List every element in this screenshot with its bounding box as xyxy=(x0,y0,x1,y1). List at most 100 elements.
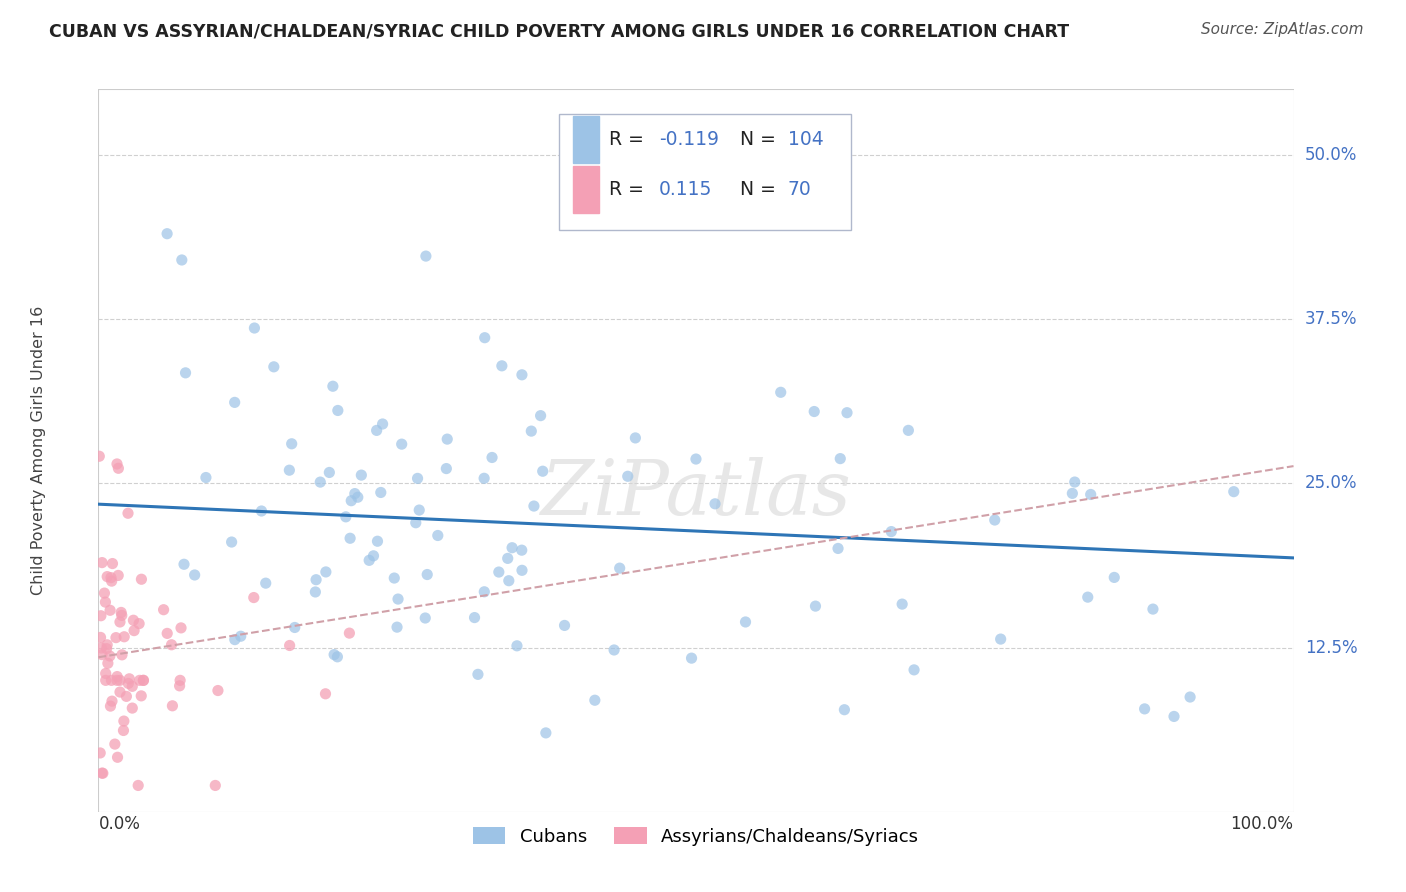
Point xyxy=(90,608,112,623)
Point xyxy=(554,618,576,632)
Point xyxy=(91,766,114,780)
Point xyxy=(387,592,409,607)
Point xyxy=(474,331,496,345)
Point xyxy=(278,639,301,653)
Text: CUBAN VS ASSYRIAN/CHALDEAN/SYRIAC CHILD POVERTY AMONG GIRLS UNDER 16 CORRELATION: CUBAN VS ASSYRIAN/CHALDEAN/SYRIAC CHILD … xyxy=(49,22,1070,40)
Text: N =: N = xyxy=(740,180,782,199)
Point xyxy=(391,437,413,451)
Point xyxy=(309,475,332,489)
Point xyxy=(408,503,430,517)
Point xyxy=(501,541,523,555)
Point xyxy=(112,714,135,728)
Point xyxy=(169,679,191,693)
Text: 0.115: 0.115 xyxy=(659,180,713,199)
Point xyxy=(207,683,229,698)
Point xyxy=(100,571,122,585)
Point xyxy=(685,452,707,467)
Point xyxy=(434,461,457,475)
Point xyxy=(1178,690,1201,704)
Point xyxy=(169,673,191,688)
Point xyxy=(96,638,118,652)
Point xyxy=(363,549,385,563)
Point xyxy=(174,366,197,380)
Point xyxy=(472,471,495,485)
Point xyxy=(112,630,135,644)
Point xyxy=(903,663,925,677)
Point xyxy=(121,679,143,693)
Point xyxy=(734,615,756,629)
Point xyxy=(156,227,179,241)
Point xyxy=(510,368,533,382)
Point xyxy=(681,651,703,665)
Point xyxy=(413,611,436,625)
Point xyxy=(1133,702,1156,716)
Point xyxy=(834,703,856,717)
Point xyxy=(366,423,388,437)
Point xyxy=(89,449,111,463)
Point xyxy=(129,689,152,703)
Point xyxy=(170,621,193,635)
Point xyxy=(194,470,217,484)
Point xyxy=(835,406,858,420)
Point xyxy=(510,543,533,558)
Point xyxy=(804,599,827,614)
Point xyxy=(97,657,120,671)
Point xyxy=(1142,602,1164,616)
Point xyxy=(115,690,138,704)
Text: 12.5%: 12.5% xyxy=(1305,639,1357,657)
Text: 25.0%: 25.0% xyxy=(1305,475,1357,492)
Point xyxy=(897,423,920,437)
Point xyxy=(94,673,117,688)
Point xyxy=(112,723,135,738)
Point xyxy=(90,631,112,645)
Point xyxy=(204,779,226,793)
Point xyxy=(122,624,145,638)
Text: 0.0%: 0.0% xyxy=(98,815,141,833)
Point xyxy=(984,513,1007,527)
Text: R =: R = xyxy=(609,180,650,199)
Point xyxy=(335,509,357,524)
Point xyxy=(350,468,373,483)
Point xyxy=(371,417,394,431)
Point xyxy=(1104,570,1126,584)
Point xyxy=(224,395,246,409)
Text: Child Poverty Among Girls Under 16: Child Poverty Among Girls Under 16 xyxy=(31,306,46,595)
Point xyxy=(110,606,132,620)
Text: -0.119: -0.119 xyxy=(659,130,718,149)
Point xyxy=(346,490,368,504)
Point xyxy=(96,569,118,583)
Point xyxy=(1223,484,1246,499)
Point xyxy=(340,493,363,508)
Point xyxy=(803,404,825,418)
Text: Source: ZipAtlas.com: Source: ZipAtlas.com xyxy=(1201,22,1364,37)
Point xyxy=(108,615,131,629)
Point xyxy=(100,673,122,688)
Point xyxy=(534,726,557,740)
Text: 100.0%: 100.0% xyxy=(1230,815,1294,833)
Point xyxy=(1077,590,1099,604)
Point xyxy=(162,698,184,713)
Point xyxy=(108,685,131,699)
Point xyxy=(101,557,124,571)
Point xyxy=(107,461,129,475)
Point xyxy=(583,693,606,707)
Point xyxy=(880,524,903,539)
Point xyxy=(111,608,134,623)
Point xyxy=(105,673,128,688)
Point xyxy=(326,403,349,417)
Point xyxy=(339,626,361,640)
Point xyxy=(609,561,631,575)
Point xyxy=(250,504,273,518)
Point xyxy=(127,779,149,793)
Point xyxy=(98,603,121,617)
Point xyxy=(105,457,128,471)
Point xyxy=(100,574,122,588)
Point xyxy=(488,565,510,579)
Point xyxy=(94,666,117,681)
Point xyxy=(530,409,553,423)
Point xyxy=(1063,475,1085,489)
Point xyxy=(830,451,852,466)
Point xyxy=(464,610,486,624)
Point xyxy=(891,597,914,611)
Point xyxy=(603,643,626,657)
